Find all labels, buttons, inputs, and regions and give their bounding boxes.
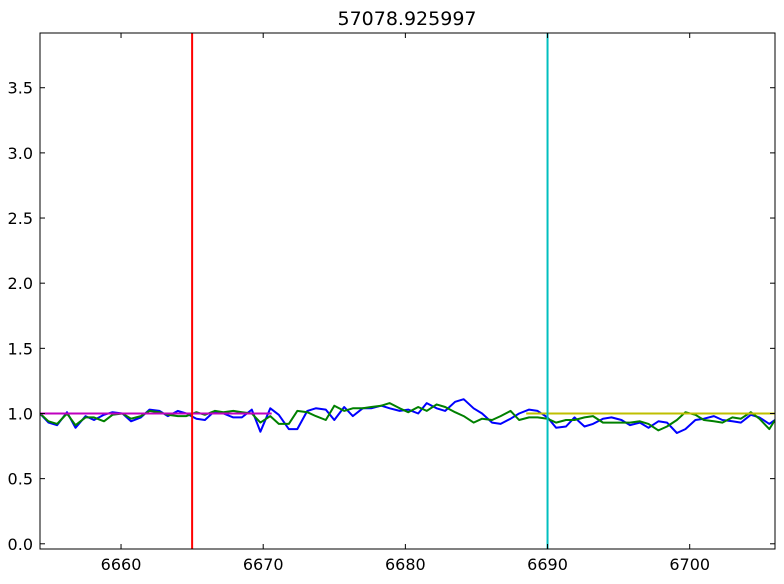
x-tick-label: 6660 bbox=[101, 555, 142, 574]
x-axis: 6660 6670 6680 6690 6700 bbox=[101, 33, 710, 574]
y-tick-label: 3.5 bbox=[8, 79, 33, 98]
x-tick-label: 6680 bbox=[385, 555, 426, 574]
y-tick-label: 1.0 bbox=[8, 404, 33, 423]
plot-frame bbox=[39, 32, 776, 550]
x-tick-label: 6670 bbox=[243, 555, 284, 574]
x-tick-label: 6690 bbox=[527, 555, 568, 574]
y-tick-label: 2.0 bbox=[8, 274, 33, 293]
chart-title: 57078.925997 bbox=[337, 8, 476, 30]
y-tick-label: 1.5 bbox=[8, 339, 33, 358]
plot-area bbox=[40, 33, 775, 549]
y-tick-label: 3.0 bbox=[8, 144, 33, 163]
y-tick-label: 0.0 bbox=[8, 535, 33, 554]
series-line-green bbox=[40, 402, 775, 432]
y-tick-label: 0.5 bbox=[8, 470, 33, 489]
y-tick-label: 2.5 bbox=[8, 209, 33, 228]
x-tick-label: 6700 bbox=[669, 555, 710, 574]
y-axis: 0.0 0.5 1.0 1.5 2.0 2.5 3.0 3.5 bbox=[8, 79, 775, 554]
